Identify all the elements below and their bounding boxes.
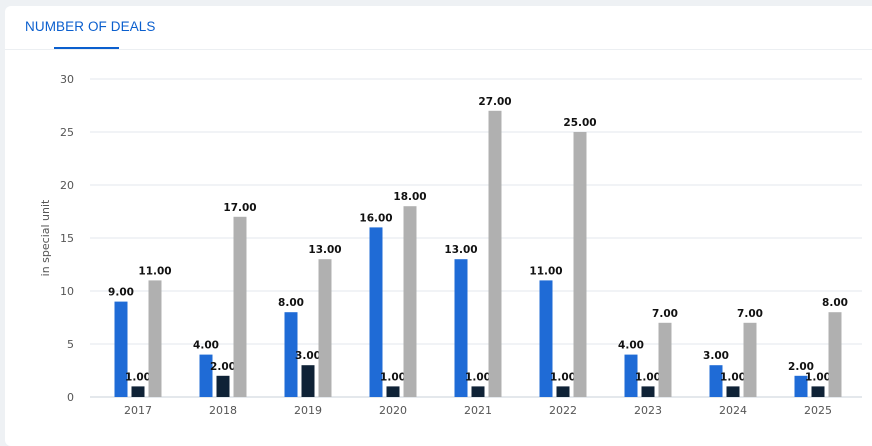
y-tick-label: 25 [60, 126, 74, 139]
data-label: 13.00 [308, 244, 341, 256]
data-label: 4.00 [193, 340, 219, 352]
data-label: 2.00 [210, 361, 236, 373]
y-tick-label: 20 [60, 179, 74, 192]
y-tick-label: 5 [67, 338, 74, 351]
bar-series-2[interactable] [216, 375, 230, 397]
data-label: 1.00 [805, 371, 831, 383]
bar-series-1[interactable] [284, 312, 298, 397]
data-label: 13.00 [444, 244, 477, 256]
x-tick-label: 2021 [464, 404, 492, 417]
x-tick-label: 2024 [719, 404, 747, 417]
divider [5, 49, 872, 50]
x-tick-label: 2025 [804, 404, 832, 417]
bar-series-1[interactable] [539, 280, 553, 397]
data-label: 2.00 [788, 361, 814, 373]
data-label: 8.00 [278, 297, 304, 309]
data-label: 11.00 [138, 265, 171, 277]
bar-series-3[interactable] [148, 280, 162, 397]
data-label: 16.00 [359, 212, 392, 224]
data-label: 1.00 [720, 371, 746, 383]
bar-series-2[interactable] [726, 386, 740, 397]
y-tick-label: 30 [60, 73, 74, 86]
data-label: 27.00 [478, 96, 511, 108]
bar-series-1[interactable] [709, 365, 723, 397]
bar-series-2[interactable] [641, 386, 655, 397]
bar-series-3[interactable] [743, 322, 757, 397]
y-axis-label: in special unit [39, 199, 52, 276]
data-label: 7.00 [652, 308, 678, 320]
bar-series-3[interactable] [318, 259, 332, 397]
data-label: 7.00 [737, 308, 763, 320]
x-tick-label: 2023 [634, 404, 662, 417]
x-tick-label: 2022 [549, 404, 577, 417]
data-label: 1.00 [125, 371, 151, 383]
bar-series-2[interactable] [301, 365, 315, 397]
data-label: 4.00 [618, 340, 644, 352]
bar-series-3[interactable] [403, 206, 417, 397]
active-tab-indicator [54, 47, 119, 50]
x-tick-label: 2020 [379, 404, 407, 417]
data-label: 1.00 [635, 371, 661, 383]
data-label: 3.00 [703, 350, 729, 362]
data-label: 1.00 [465, 371, 491, 383]
x-tick-label: 2019 [294, 404, 322, 417]
bar-series-1[interactable] [454, 259, 468, 397]
bar-series-1[interactable] [794, 375, 808, 397]
bar-series-2[interactable] [471, 386, 485, 397]
y-tick-label: 0 [67, 391, 74, 404]
bar-series-2[interactable] [556, 386, 570, 397]
data-label: 18.00 [393, 191, 426, 203]
bar-series-3[interactable] [233, 216, 247, 397]
data-label: 17.00 [223, 202, 256, 214]
y-tick-label: 10 [60, 285, 74, 298]
bar-chart: in special unit 05101520253020179.001.00… [39, 73, 862, 417]
y-tick-label: 15 [60, 232, 74, 245]
bar-series-2[interactable] [811, 386, 825, 397]
bar-series-1[interactable] [199, 354, 213, 397]
bar-series-2[interactable] [131, 386, 145, 397]
bar-series-1[interactable] [114, 301, 128, 397]
data-label: 1.00 [380, 371, 406, 383]
data-label: 9.00 [108, 287, 134, 299]
data-label: 3.00 [295, 350, 321, 362]
tab-number-of-deals[interactable]: NUMBER OF DEALS [25, 19, 156, 34]
bar-series-3[interactable] [828, 312, 842, 397]
x-tick-label: 2017 [124, 404, 152, 417]
bar-series-1[interactable] [369, 227, 383, 397]
bar-series-3[interactable] [658, 322, 672, 397]
data-label: 25.00 [563, 117, 596, 129]
bar-series-1[interactable] [624, 354, 638, 397]
data-label: 11.00 [529, 265, 562, 277]
bar-series-2[interactable] [386, 386, 400, 397]
x-tick-label: 2018 [209, 404, 237, 417]
data-label: 8.00 [822, 297, 848, 309]
data-label: 1.00 [550, 371, 576, 383]
bar-series-3[interactable] [488, 110, 502, 398]
bar-series-3[interactable] [573, 132, 587, 397]
